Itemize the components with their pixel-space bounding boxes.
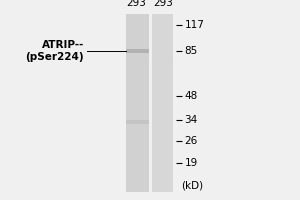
Text: (kD): (kD)	[182, 180, 204, 190]
Bar	[152, 125, 172, 148]
Bar	[126, 36, 148, 58]
Text: 293: 293	[154, 0, 173, 8]
Text: ATRIP--: ATRIP--	[42, 40, 84, 50]
Text: 85: 85	[184, 46, 198, 56]
Text: 293: 293	[127, 0, 146, 8]
Bar	[126, 125, 148, 148]
Bar	[152, 14, 172, 192]
Bar	[126, 49, 148, 53]
Bar	[152, 170, 172, 192]
Bar	[126, 58, 148, 81]
Bar	[152, 36, 172, 58]
Text: 26: 26	[184, 136, 198, 146]
Bar	[152, 14, 172, 36]
Bar	[126, 170, 148, 192]
Text: (pSer224): (pSer224)	[26, 52, 84, 62]
Text: 34: 34	[184, 115, 198, 125]
Bar	[126, 81, 148, 103]
Text: 19: 19	[184, 158, 198, 168]
Bar	[126, 103, 148, 125]
Bar	[126, 14, 148, 192]
Text: 48: 48	[184, 91, 198, 101]
Bar	[152, 148, 172, 170]
Bar	[126, 14, 148, 36]
Bar	[126, 148, 148, 170]
Bar	[126, 120, 148, 124]
Bar	[152, 103, 172, 125]
Bar	[152, 58, 172, 81]
Bar	[152, 81, 172, 103]
Text: 117: 117	[184, 20, 204, 30]
